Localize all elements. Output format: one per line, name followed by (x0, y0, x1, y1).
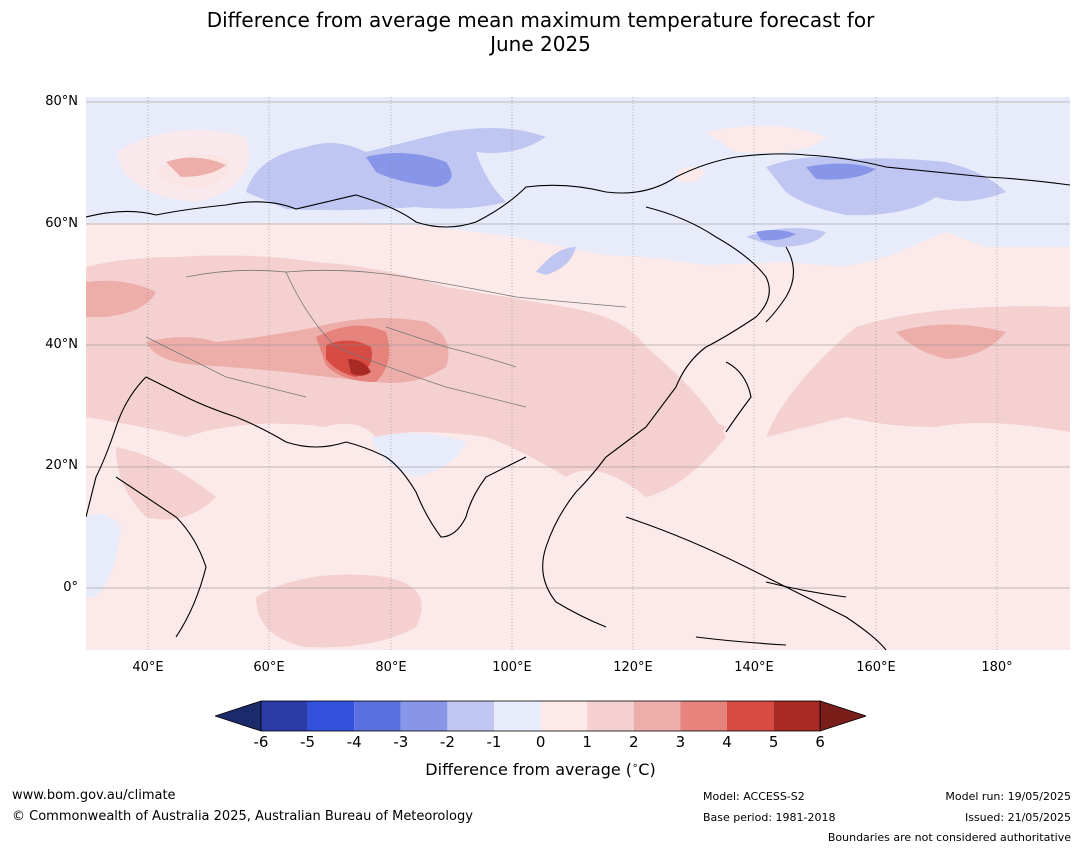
anomaly-india-cool (371, 433, 466, 477)
footer-model-run: Model run: 19/05/2025 (945, 790, 1071, 803)
anomaly-arabia-warm (116, 447, 216, 520)
footer-website: www.bom.gov.au/climate (12, 788, 176, 803)
anomaly-north-warm-strong (166, 157, 226, 177)
footer-issued: Issued: 21/05/2025 (964, 811, 1071, 824)
anomaly-north-warm-4 (676, 167, 706, 182)
colorbar-segment (633, 701, 681, 731)
colorbar-segment (494, 701, 541, 731)
colorbar-tick-label: 2 (629, 733, 639, 751)
lat-label-20n: 20°N (45, 458, 78, 473)
colorbar-segment (400, 701, 448, 731)
anomaly-indian-ocean-warm (256, 574, 422, 648)
colorbar-tick-label: 3 (675, 733, 686, 751)
colorbar-segment (587, 701, 634, 731)
lon-label-180: 180° (981, 660, 1013, 675)
colorbar-segment (447, 701, 494, 731)
title-line-2: June 2025 (490, 32, 591, 56)
footer-model: Model: ACCESS-S2 (703, 790, 805, 803)
colorbar-tick-label: -3 (393, 733, 409, 751)
colorbar-tick-label: 4 (722, 733, 732, 751)
map-gridlines (86, 97, 1070, 650)
anomaly-europe-warm-strong (86, 280, 156, 317)
anomaly-tibet-warm-5-6 (348, 359, 371, 376)
title-line-1: Difference from average mean maximum tem… (206, 8, 875, 32)
colorbar-tick-label: -2 (439, 733, 455, 751)
anomaly-africa-cool (86, 513, 121, 597)
lon-label-60e: 60°E (253, 660, 285, 675)
lat-label-80n: 80°N (45, 94, 78, 109)
lon-label-140e: 140°E (734, 660, 774, 675)
colorbar-label: Difference from average (∘C) (0, 760, 1081, 779)
colorbar-tick-label: -4 (346, 733, 362, 751)
anomaly-north-cool-band (86, 97, 1070, 267)
colorbar-tick-label: 0 (535, 733, 546, 751)
colorbar-tick-label: -5 (300, 733, 316, 751)
anomaly-north-warm-3 (706, 125, 826, 153)
colorbar-label-text: Difference from average (∘C) (425, 760, 656, 779)
colorbar-segment (773, 701, 821, 731)
anomaly-siberia-cool-4 (536, 247, 576, 275)
anomaly-siberia-cool-strong-1 (366, 153, 452, 187)
colorbar-segment (727, 701, 774, 731)
anomaly-south-china-sea-warm (646, 413, 726, 453)
colorbar-tick-label: 1 (582, 733, 592, 751)
colorbar-tick-label: -6 (253, 733, 269, 751)
anomaly-map (86, 97, 1070, 650)
colorbar-segment (354, 701, 401, 731)
anomaly-siberia-cool-strong-2 (806, 163, 876, 180)
chart-title: Difference from average mean maximum tem… (0, 8, 1081, 56)
colorbar-tick-label: 5 (768, 733, 779, 751)
lon-label-100e: 100°E (492, 660, 532, 675)
anomaly-siberia-cool-strong-3 (756, 229, 796, 241)
colorbar-segment (261, 701, 308, 731)
colorbar-extend-high (819, 700, 866, 732)
lat-label-0: 0° (63, 580, 78, 595)
coastlines (86, 153, 1070, 650)
anomaly-pacific-warm-strong (896, 324, 1006, 359)
colorbar (215, 700, 866, 732)
colorbar-tick-label: -1 (486, 733, 502, 751)
footer-copyright: © Commonwealth of Australia 2025, Austra… (12, 809, 473, 824)
colorbar-segment (307, 701, 355, 731)
lon-label-120e: 120°E (613, 660, 653, 675)
colorbar-segment (540, 701, 588, 731)
lat-label-40n: 40°N (45, 337, 78, 352)
footer-base-period: Base period: 1981-2018 (703, 811, 836, 824)
lon-label-80e: 80°E (375, 660, 407, 675)
footer-disclaimer: Boundaries are not considered authoritat… (827, 831, 1071, 844)
country-boundaries (145, 269, 627, 408)
lat-label-60n: 60°N (45, 216, 78, 231)
colorbar-segment (680, 701, 727, 731)
lon-label-160e: 160°E (856, 660, 896, 675)
colorbar-tick-label: 6 (815, 733, 825, 751)
lon-label-40e: 40°E (132, 660, 164, 675)
colorbar-extend-low (215, 700, 262, 732)
